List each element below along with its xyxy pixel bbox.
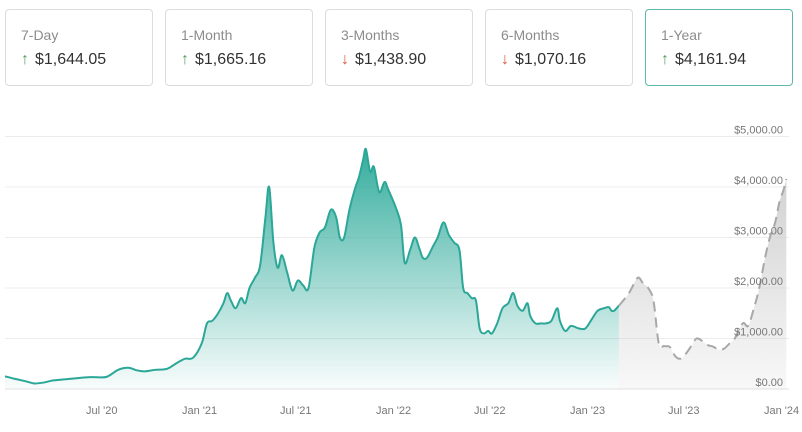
period-label: 7-Day bbox=[21, 27, 59, 43]
period-card-1-month[interactable]: 1-Month ↑ $1,665.16 bbox=[165, 9, 313, 86]
period-value-row: ↑ $1,644.05 bbox=[21, 51, 106, 69]
period-value: $1,644.05 bbox=[35, 51, 107, 68]
period-value-row: ↓ $1,438.90 bbox=[341, 51, 426, 69]
period-card-6-months[interactable]: 6-Months ↓ $1,070.16 bbox=[485, 9, 633, 86]
arrow-down-icon: ↓ bbox=[341, 51, 349, 68]
arrow-up-icon: ↑ bbox=[181, 51, 189, 68]
period-label: 3-Months bbox=[341, 27, 400, 43]
arrow-up-icon: ↑ bbox=[21, 51, 29, 68]
y-tick-label: $5,000.00 bbox=[734, 125, 783, 137]
period-value-row: ↓ $1,070.16 bbox=[501, 51, 586, 69]
period-cards: 7-Day ↑ $1,644.05 1-Month ↑ $1,665.16 3-Mo… bbox=[5, 9, 795, 87]
period-label: 1-Year bbox=[661, 27, 702, 43]
period-card-3-months[interactable]: 3-Months ↓ $1,438.90 bbox=[325, 9, 473, 86]
period-card-7-day[interactable]: 7-Day ↑ $1,644.05 bbox=[5, 9, 153, 86]
y-tick-label: $0.00 bbox=[755, 377, 783, 389]
x-tick-label: Jan '24 bbox=[764, 405, 799, 417]
period-label: 6-Months bbox=[501, 27, 560, 43]
y-tick-label: $2,000.00 bbox=[734, 276, 783, 288]
x-tick-label: Jan '23 bbox=[570, 405, 605, 417]
period-value-row: ↑ $4,161.94 bbox=[661, 51, 746, 69]
arrow-up-icon: ↑ bbox=[661, 51, 669, 68]
period-label: 1-Month bbox=[181, 27, 233, 43]
period-value: $1,070.16 bbox=[515, 51, 587, 68]
x-tick-label: Jan '22 bbox=[376, 405, 411, 417]
x-tick-label: Jan '21 bbox=[182, 405, 217, 417]
y-tick-label: $4,000.00 bbox=[734, 175, 783, 187]
x-tick-label: Jul '22 bbox=[474, 405, 505, 417]
period-value: $1,665.16 bbox=[195, 51, 267, 68]
forecast-area bbox=[618, 178, 787, 389]
arrow-down-icon: ↓ bbox=[501, 51, 509, 68]
forecast-line bbox=[618, 178, 788, 360]
period-value-row: ↑ $1,665.16 bbox=[181, 51, 266, 69]
history-line bbox=[4, 147, 620, 385]
period-value: $4,161.94 bbox=[675, 51, 747, 68]
period-value: $1,438.90 bbox=[355, 51, 427, 68]
x-tick-label: Jul '21 bbox=[280, 405, 311, 417]
x-tick-label: Jul '20 bbox=[86, 405, 117, 417]
y-tick-label: $1,000.00 bbox=[734, 327, 783, 339]
price-chart-svg: $0.00 $1,000.00 $2,000.00 $3,000.00 $4,000.0… bbox=[4, 125, 799, 417]
price-chart[interactable]: $0.00 $1,000.00 $2,000.00 $3,000.00 $4,000.0… bbox=[0, 98, 802, 427]
x-tick-label: Jul '23 bbox=[668, 405, 699, 417]
period-card-1-year[interactable]: 1-Year ↑ $4,161.94 bbox=[645, 9, 793, 86]
y-tick-label: $3,000.00 bbox=[734, 226, 783, 238]
